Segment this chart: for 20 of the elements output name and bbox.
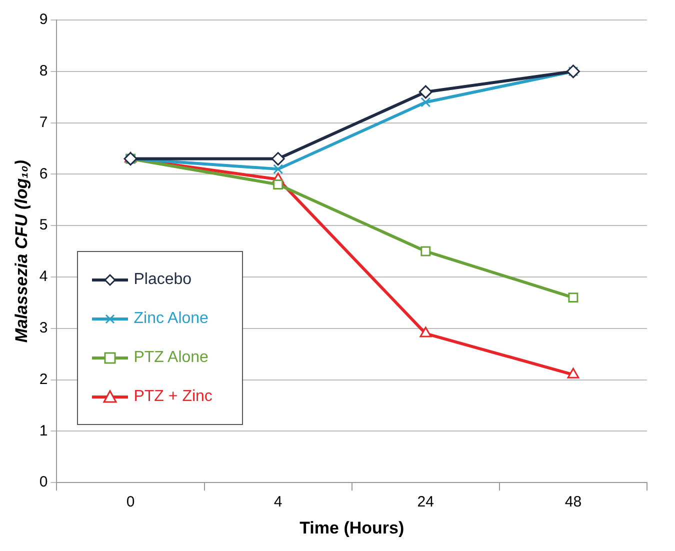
- x-tick-label: 48: [564, 494, 582, 511]
- x-tick-label: 24: [417, 494, 434, 511]
- x-axis-title: Time (Hours): [300, 518, 404, 538]
- x-tick-label: 0: [126, 494, 135, 511]
- y-tick-label: 9: [39, 11, 48, 28]
- y-tick-label: 1: [39, 422, 48, 440]
- y-tick-label: 8: [39, 62, 48, 80]
- y-tick-label: 3: [39, 320, 48, 337]
- y-tick-label: 7: [39, 114, 48, 131]
- y-tick-label: 6: [39, 165, 48, 182]
- y-tick-label: 5: [39, 216, 48, 234]
- y-tick-label: 0: [39, 474, 48, 491]
- legend-label: Zinc Alone: [134, 310, 208, 328]
- y-axis-title: Malassezia CFU (log₁₀): [12, 160, 31, 343]
- y-tick-label: 2: [39, 370, 48, 388]
- y-tick-label: 4: [39, 268, 48, 286]
- legend-label: PTZ + Zinc: [134, 388, 212, 406]
- x-tick-label: 4: [274, 494, 282, 511]
- legend-label: Placebo: [134, 270, 192, 289]
- legend-label: PTZ Alone: [134, 348, 208, 367]
